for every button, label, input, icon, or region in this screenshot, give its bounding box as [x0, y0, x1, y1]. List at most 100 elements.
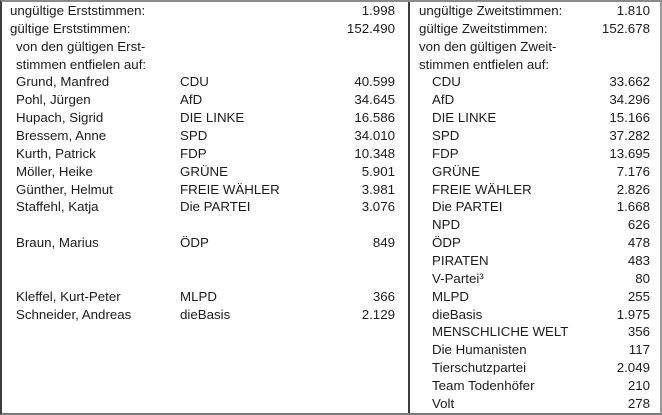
- candidate-name: Pohl, Jürgen: [16, 92, 91, 108]
- row-label: stimmen entfielen auf:: [16, 56, 147, 72]
- table-row: [2, 270, 408, 288]
- party-name: FREIE WÄHLER: [432, 181, 532, 197]
- table-row: NPD 626: [410, 216, 660, 234]
- vote-count: 483: [627, 253, 650, 269]
- party-name: Die Humanisten: [432, 342, 527, 358]
- table-row: Günther, Helmut FREIE WÄHLER 3.981: [2, 181, 408, 199]
- table-row: [2, 359, 408, 377]
- table-row: Kurth, Patrick FDP 10.348: [2, 145, 408, 163]
- candidate-name: Grund, Manfred: [16, 74, 110, 90]
- vote-count: 80: [635, 270, 650, 286]
- party-name: Team Todenhöfer: [432, 378, 535, 394]
- party-name: MENSCHLICHE WELT: [432, 324, 569, 340]
- table-row: Schneider, Andreas dieBasis 2.129: [2, 306, 408, 324]
- table-row: DIE LINKE 15.166: [410, 109, 660, 127]
- table-row: MENSCHLICHE WELT 356: [410, 323, 660, 341]
- table-row: Kleffel, Kurt-Peter MLPD 366: [2, 288, 408, 306]
- party-name: DIE LINKE: [180, 110, 245, 126]
- table-row: [2, 395, 408, 413]
- row-label: von den gültigen Erst-: [16, 38, 146, 54]
- party-name: Die PARTEI: [432, 199, 503, 215]
- vote-count: 34.010: [354, 128, 395, 144]
- vote-count: 849: [372, 235, 395, 251]
- vote-count: 16.586: [354, 110, 395, 126]
- table-row: [2, 377, 408, 395]
- party-name: CDU: [432, 74, 461, 90]
- table-row: ungültige Zweitstimmen: 1.810: [410, 2, 660, 20]
- party-name: Die PARTEI: [180, 199, 251, 215]
- party-name: SPD: [180, 128, 208, 144]
- vote-count: 3.981: [361, 181, 395, 197]
- candidate-name: Hupach, Sigrid: [16, 110, 104, 126]
- vote-count: 117: [628, 342, 650, 358]
- vote-count: 13.695: [609, 145, 650, 161]
- vote-count: 10.348: [354, 145, 395, 161]
- party-name: GRÜNE: [432, 163, 481, 179]
- candidate-name: Günther, Helmut: [16, 181, 113, 197]
- table-row: stimmen entfielen auf:: [2, 56, 408, 74]
- row-label: gültige Zweitstimmen:: [419, 20, 548, 36]
- party-name: GRÜNE: [180, 163, 229, 179]
- table-row: MLPD 255: [410, 288, 660, 306]
- party-name: ÖDP: [180, 235, 209, 251]
- table-row: [2, 216, 408, 234]
- party-name: FDP: [180, 145, 207, 161]
- table-row: Die PARTEI 1.668: [410, 198, 660, 216]
- candidate-name: Kleffel, Kurt-Peter: [16, 288, 121, 304]
- table-row: PIRATEN 483: [410, 252, 660, 270]
- party-name: Tierschutzpartei: [432, 360, 527, 376]
- vote-count: 1.668: [616, 199, 650, 215]
- party-name: SPD: [432, 128, 460, 144]
- vote-count: 15.166: [609, 110, 650, 126]
- table-row: Grund, Manfred CDU 40.599: [2, 73, 408, 91]
- row-label: stimmen entfielen auf:: [419, 56, 550, 72]
- table-row: Bressem, Anne SPD 34.010: [2, 127, 408, 145]
- vote-count: 7.176: [616, 163, 650, 179]
- party-name: FREIE WÄHLER: [180, 181, 280, 197]
- party-name: dieBasis: [180, 306, 231, 322]
- candidate-name: Braun, Marius: [16, 235, 99, 251]
- vote-count: 356: [627, 324, 650, 340]
- candidate-name: Möller, Heike: [16, 163, 93, 179]
- party-name: FDP: [432, 145, 459, 161]
- vote-count: 366: [372, 288, 395, 304]
- party-name: PIRATEN: [432, 253, 489, 269]
- table-row: GRÜNE 7.176: [410, 163, 660, 181]
- vote-count: 2.826: [616, 181, 650, 197]
- table-row: AfD 34.296: [410, 91, 660, 109]
- table-row: Hupach, Sigrid DIE LINKE 16.586: [2, 109, 408, 127]
- party-name: DIE LINKE: [432, 110, 497, 126]
- vote-count: 3.076: [361, 199, 395, 215]
- row-label: ungültige Erststimmen:: [10, 3, 146, 18]
- table-row: Staffehl, Katja Die PARTEI 3.076: [2, 198, 408, 216]
- candidate-name: Staffehl, Katja: [16, 199, 99, 215]
- table-row: Möller, Heike GRÜNE 5.901: [2, 163, 408, 181]
- vote-count: 2.129: [361, 306, 395, 322]
- party-name: MLPD: [432, 288, 469, 304]
- party-name: NPD: [432, 217, 461, 233]
- table-row: gültige Zweitstimmen: 152.678: [410, 20, 660, 38]
- table-row: ÖDP 478: [410, 234, 660, 252]
- vote-count: 33.662: [609, 74, 650, 90]
- vote-count: 34.296: [609, 92, 650, 108]
- table-row: Tierschutzpartei 2.049: [410, 359, 660, 377]
- vote-count: 1.998: [361, 3, 395, 18]
- table-row: Pohl, Jürgen AfD 34.645: [2, 91, 408, 109]
- vote-count: 1.975: [616, 306, 650, 322]
- vote-count: 5.901: [361, 163, 395, 179]
- table-row: [2, 341, 408, 359]
- vote-count: 34.645: [354, 92, 395, 108]
- vote-count: 1.810: [616, 3, 650, 18]
- vote-count: 478: [627, 235, 650, 251]
- vote-count: 152.678: [601, 20, 650, 36]
- table-row: Die Humanisten 117: [410, 341, 660, 359]
- vote-count: 626: [627, 217, 650, 233]
- table-row: [2, 323, 408, 341]
- candidate-name: Bressem, Anne: [16, 128, 107, 144]
- party-name: Volt: [432, 395, 455, 411]
- vote-count: 37.282: [609, 128, 650, 144]
- table-row: von den gültigen Erst-: [2, 38, 408, 56]
- table-row: stimmen entfielen auf:: [410, 56, 660, 74]
- table-row: FDP 13.695: [410, 145, 660, 163]
